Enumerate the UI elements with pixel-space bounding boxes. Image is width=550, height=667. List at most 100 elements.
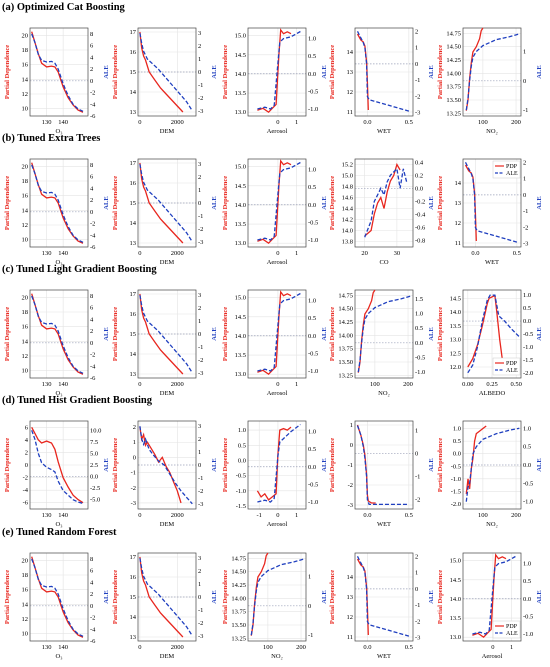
y-right-tick-label: -0.5 — [523, 480, 533, 487]
y-right-tick-label: 4 — [90, 185, 94, 192]
y-left-tick-label: 16 — [22, 324, 29, 331]
y-left-axis-label: Partial Dependence — [329, 176, 336, 230]
ale-series-line — [139, 558, 193, 637]
y-left-axis-label: Partial Dependence — [4, 570, 11, 624]
y-left-tick-label: 13 — [130, 371, 137, 378]
y-right-axis-label: ALE — [211, 65, 218, 78]
panel-no2: 13.25 13.50 13.75 14.00 14.25 14.50 14.75 -1 0 1 1… — [433, 12, 545, 137]
y-left-tick-label: 17 — [130, 29, 137, 36]
y-right-tick-label: 0.0 — [308, 333, 316, 340]
x-tick-label: 0.5 — [513, 250, 521, 257]
y-right-tick-label: -2 — [198, 488, 203, 495]
y-right-axis-label: ALE — [428, 327, 435, 340]
y-left-tick-label: 13.8 — [342, 239, 353, 246]
y-left-tick-label: 15 — [130, 331, 137, 338]
x-tick-label: 2000 — [171, 644, 184, 651]
panel-svg: 13.013.514.014.515.0-1.0-0.50.00.51.00 1A… — [222, 289, 328, 397]
y-left-axis-label: Partial Dependence — [222, 307, 229, 361]
y-left-tick-label: 13.5 — [235, 221, 246, 228]
panel-aerosol: 13.0 13.5 14.0 14.5 15.0 -1.0 -0.5 0.0 0.5 1.0 0 1 A… — [218, 12, 330, 137]
panel-dem: -3 -2 -1 0 1 2 -3 -2 -1 0 1 2 3 0 2000 DEM Partial Depen… — [108, 405, 220, 530]
panel-dem: 13 14 15 16 17 -3 -2 -1 0 1 2 3 0 2000 DEM Partial Depe… — [108, 143, 220, 268]
y-left-axis-label: Partial Dependence — [329, 570, 336, 624]
y-right-tick-label: -3 — [198, 108, 203, 115]
pdp-series-line — [31, 293, 84, 375]
y-right-tick-label: -0.5 — [308, 350, 318, 357]
panel-co: 13.8 14.0 14.2 14.4 14.6 14.8 15.0 15.2 -0.8 -0.6… — [325, 143, 437, 268]
y-left-tick-label: -0.5 — [236, 473, 246, 480]
y-left-tick-label: 2 — [25, 449, 28, 456]
plot-frame — [354, 289, 414, 379]
y-right-tick-label: -1.0 — [308, 106, 318, 113]
plot-frame — [137, 420, 197, 510]
y-right-tick-label: -2.5 — [90, 485, 100, 492]
plot-frame — [29, 158, 89, 248]
y-right-tick-label: 0.0 — [308, 464, 316, 471]
y-left-tick-label: 20 — [22, 32, 29, 39]
y-left-tick-label: 10 — [22, 368, 29, 375]
x-axis-label: Aerosol — [267, 390, 288, 397]
plot-frame — [247, 289, 307, 379]
y-right-axis-label: ALE — [428, 65, 435, 78]
y-left-axis-label: Partial Dependence — [112, 570, 119, 624]
y-right-tick-label: -1.0 — [523, 631, 533, 638]
x-tick-label: 0.5 — [405, 644, 413, 651]
y-left-tick-label: 14.5 — [235, 314, 246, 321]
ale-series-line — [257, 161, 301, 241]
y-right-tick-label: 1 — [523, 48, 526, 55]
y-left-tick-label: 2 — [133, 424, 136, 431]
y-left-tick-label: 16 — [130, 574, 137, 581]
y-left-tick-label: 17 — [130, 160, 137, 167]
y-left-tick-label: 14.25 — [231, 582, 246, 589]
y-right-axis-label: ALE — [211, 458, 218, 471]
y-left-axis-label: Partial Dependence — [437, 307, 444, 361]
panel-svg: 13.25 13.50 13.75 14.00 14.25 14.50 14.75 -1 0 1 1… — [222, 552, 328, 660]
y-right-tick-label: 0 — [198, 462, 201, 469]
y-right-axis-label: ALE — [211, 196, 218, 209]
row-title: (b) Tuned Extra Trees — [2, 133, 101, 144]
y-right-tick-label: -2 — [198, 95, 203, 102]
y-right-axis-label: ALE — [321, 590, 328, 603]
y-left-axis-label: Partial Dependence — [329, 45, 336, 99]
pdp-series-line — [356, 558, 369, 636]
y-right-tick-label: 2 — [415, 28, 418, 35]
y-right-tick-label: 1.0 — [415, 310, 423, 317]
panel-svg: -6 -4 -2 0 2 4 6 -5.0 -2.5 0.0 2.5 5.0 7.5 10.0 130 140… — [4, 420, 110, 528]
y-left-tick-label: 12 — [347, 614, 354, 621]
plot-frame — [247, 420, 307, 510]
y-right-tick-label: 2 — [523, 159, 526, 166]
ale-series-line — [465, 33, 520, 111]
y-right-axis-label: ALE — [428, 196, 435, 209]
panel-aerosol: 13.0 13.5 14.0 14.5 15.0 -1.0 -0.5 0.0 0.5 1.0 0 1 A… — [433, 537, 545, 662]
y-left-axis-label: Partial Dependence — [112, 438, 119, 492]
plot-frame — [247, 552, 307, 642]
y-left-tick-label: 1.0 — [453, 426, 461, 433]
y-left-tick-label: 15.0 — [342, 173, 353, 180]
y-left-tick-label: 0 — [350, 442, 353, 449]
ale-series-line — [250, 558, 305, 636]
y-right-axis-label: ALE — [103, 65, 110, 78]
y-left-tick-label: 13.75 — [446, 84, 461, 91]
y-left-axis-label: Partial Dependence — [222, 176, 229, 230]
panel-no2: 13.25 13.50 13.75 14.00 14.25 14.50 14.75 -1.0 -… — [325, 274, 437, 399]
x-tick-label: 140 — [58, 512, 68, 519]
y-right-tick-label: -4 — [90, 626, 96, 633]
plot-frame — [354, 420, 414, 510]
y-right-tick-label: 2 — [198, 436, 201, 443]
y-right-tick-label: 0.5 — [308, 53, 316, 60]
legend-pdp-label: PDP — [506, 164, 518, 170]
y-left-tick-label: 13.50 — [338, 359, 353, 366]
pdp-series-line — [31, 426, 84, 504]
x-tick-label: 30 — [394, 250, 401, 257]
y-left-tick-label: 11 — [347, 634, 353, 641]
x-tick-label: 2000 — [171, 381, 184, 388]
panel-wet: 11 12 13 14 -3 -2 -1 0 1 2 0.0 0.5 WET Partial Depend… — [325, 537, 437, 662]
x-tick-label: 130 — [42, 381, 52, 388]
y-right-tick-label: -0.6 — [415, 224, 426, 231]
plot-frame — [29, 27, 89, 117]
y-left-tick-label: 15.0 — [235, 164, 246, 171]
panel-svg: 13.013.514.014.515.0-1.0-0.50.00.51.00 1A… — [222, 27, 328, 135]
panel-wet: 11 12 13 14 -3 -2 -1 0 1 2 0.0 0.5 WET Partial Depend… — [433, 143, 545, 268]
y-right-tick-label: -1.0 — [415, 369, 425, 376]
y-right-tick-label: 6 — [90, 305, 94, 312]
